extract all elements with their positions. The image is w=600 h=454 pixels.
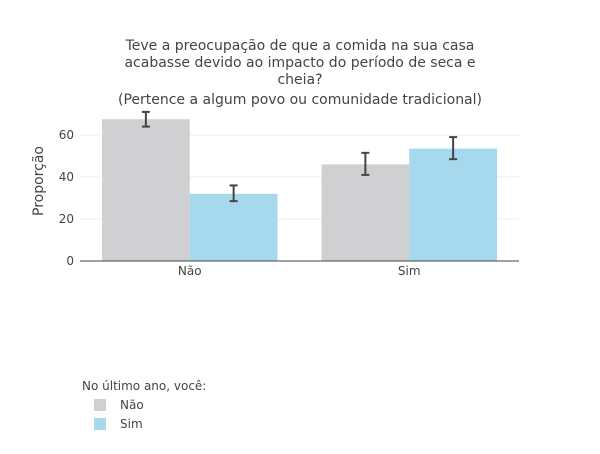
bar [321, 164, 410, 261]
legend-label: Sim [120, 417, 143, 431]
axes: 0 20 40 60 Não Sim [59, 128, 519, 278]
x-tick-label: Não [178, 264, 202, 278]
legend: No último ano, você: Não Sim [82, 379, 206, 431]
legend-title: No último ano, você: [82, 379, 206, 393]
y-tick-label: 0 [66, 254, 74, 268]
chart-title-line: (Pertence a algum povo ou comunidade tra… [118, 92, 482, 108]
chart-title-line: acabasse devido ao impacto do período de… [124, 55, 475, 71]
chart-title-line: cheia? [277, 72, 322, 88]
legend-label: Não [120, 398, 144, 412]
bars [102, 119, 497, 261]
bar [102, 119, 190, 261]
bar [189, 193, 278, 261]
chart-title: Teve a preocupação de que a comida na su… [118, 38, 482, 108]
y-axis-label: Proporção [31, 146, 47, 216]
error-bars [141, 110, 458, 203]
bar [409, 148, 497, 261]
legend-swatch [94, 399, 106, 411]
y-tick-label: 60 [59, 128, 74, 142]
legend-swatch [94, 418, 106, 430]
y-tick-label: 40 [59, 170, 74, 184]
x-tick-label: Sim [398, 264, 421, 278]
y-tick-label: 20 [59, 212, 74, 226]
chart-title-line: Teve a preocupação de que a comida na su… [125, 38, 475, 54]
